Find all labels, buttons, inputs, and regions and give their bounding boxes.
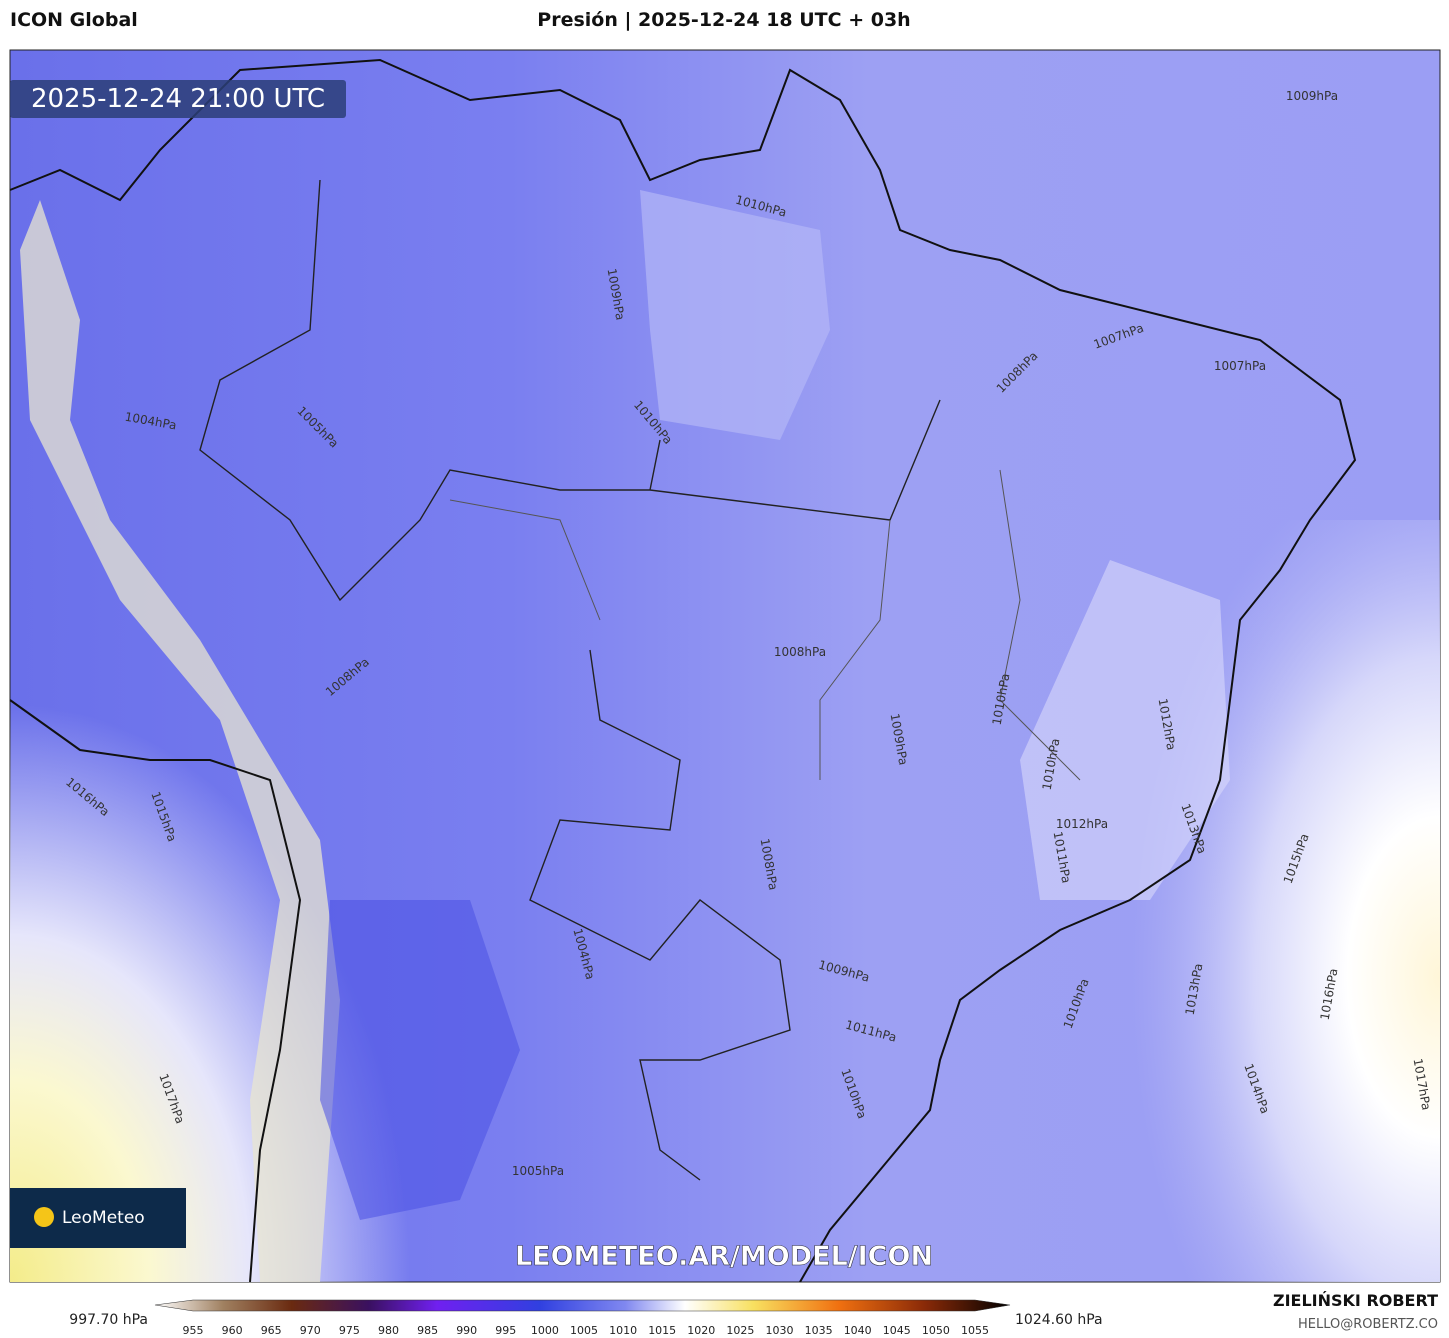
colorbar-tick-label: 995 bbox=[495, 1324, 516, 1337]
timestamp: 2025-12-24 21:00 UTC bbox=[31, 84, 325, 114]
watermark: LEOMETEO.AR/MODEL/ICON bbox=[515, 1241, 933, 1272]
colorbar-tick-label: 970 bbox=[300, 1324, 321, 1337]
colorbar-tick-label: 1040 bbox=[844, 1324, 872, 1337]
colorbar-ticks: 955 960 965 970 975 980 985 990 995 1000 1005 1010 1… bbox=[183, 1324, 990, 1337]
state-borders bbox=[449, 469, 1081, 781]
contour-label: 1005hPa bbox=[512, 1164, 564, 1178]
colorbar-tick-label: 1030 bbox=[766, 1324, 794, 1337]
timestamp-box bbox=[10, 80, 346, 118]
email: HELLO@ROBERTZ.CO bbox=[1298, 1317, 1438, 1332]
andes bbox=[20, 200, 340, 1282]
colorbar-tick-label: 955 bbox=[183, 1324, 204, 1337]
colorbar-tick-label: 965 bbox=[261, 1324, 282, 1337]
colorbar-tick-label: 985 bbox=[417, 1324, 438, 1337]
colorbar-tick-label: 1000 bbox=[531, 1324, 559, 1337]
logo: LeoMeteo bbox=[62, 1208, 145, 1228]
colorbar-tick-label: 1035 bbox=[805, 1324, 833, 1337]
colorbar-tick-label: 1025 bbox=[726, 1324, 754, 1337]
contour-label: 1012hPa bbox=[1056, 817, 1108, 831]
colorbar-tick-label: 1020 bbox=[687, 1324, 715, 1337]
contour-label: 1009hPa bbox=[1286, 89, 1338, 103]
colorbar-tick-label: 1010 bbox=[609, 1324, 637, 1337]
chaco-low bbox=[320, 900, 520, 1220]
author: ZIELIŃSKI ROBERT bbox=[1273, 1291, 1438, 1310]
map-title: Presión | 2025-12-24 18 UTC + 03h bbox=[537, 9, 910, 31]
colorbar: 997.70 hPa 1024.60 hPa 955 960 965 970 975 98… bbox=[69, 1299, 1103, 1337]
colorbar-min: 997.70 hPa bbox=[69, 1312, 148, 1328]
contour-label: 1007hPa bbox=[1214, 359, 1266, 373]
colorbar-tick-label: 1055 bbox=[961, 1324, 989, 1337]
colorbar-tick-label: 990 bbox=[456, 1324, 477, 1337]
colorbar-tick-label: 975 bbox=[339, 1324, 360, 1337]
colorbar-tick-label: 960 bbox=[222, 1324, 243, 1337]
colorbar-bar bbox=[154, 1299, 1011, 1312]
colorbar-tick-label: 1050 bbox=[922, 1324, 950, 1337]
logo-sun bbox=[34, 1207, 54, 1227]
low-region bbox=[640, 190, 830, 440]
colorbar-tick-label: 1045 bbox=[883, 1324, 911, 1337]
colorbar-max: 1024.60 hPa bbox=[1015, 1312, 1103, 1328]
colorbar-tick-label: 1005 bbox=[570, 1324, 598, 1337]
model-name: ICON Global bbox=[10, 9, 138, 31]
pacific-coast bbox=[9, 699, 302, 1283]
colorbar-tick-label: 1015 bbox=[648, 1324, 676, 1337]
map: 1009hPa1010hPa1009hPa1007hPa1007hPa1008h… bbox=[9, 49, 1441, 1283]
contour-label: 1008hPa bbox=[774, 645, 826, 659]
plateau bbox=[1020, 560, 1230, 900]
colorbar-tick-label: 980 bbox=[378, 1324, 399, 1337]
coastline bbox=[9, 58, 1357, 1283]
